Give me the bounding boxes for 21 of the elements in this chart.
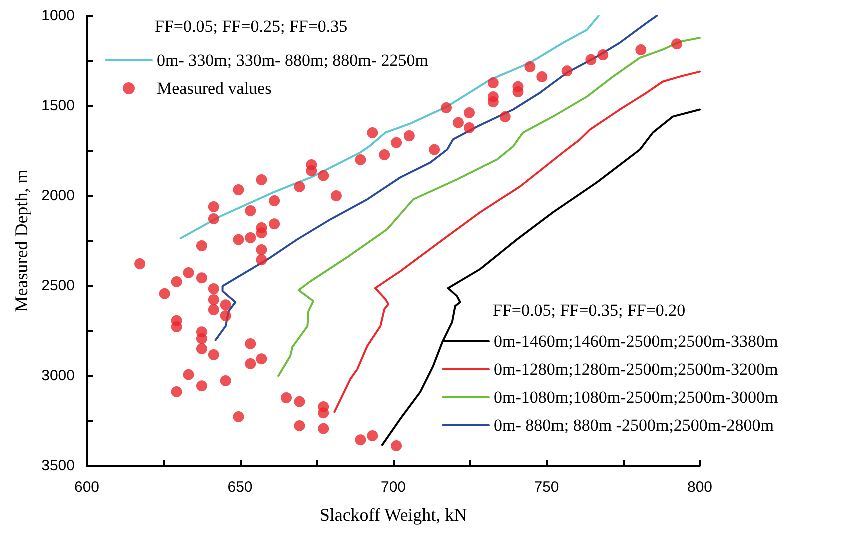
legend-label: 0m-1280m;1280m-2500m;2500m-3200m: [494, 360, 778, 379]
x-tick-label: 750: [534, 479, 560, 496]
x-tick-label: 700: [380, 479, 406, 496]
y-tick-label: 1000: [42, 8, 75, 24]
x-tick-label: 650: [228, 479, 253, 496]
y-tick-label: 2500: [42, 278, 75, 294]
legend-label: Measured values: [157, 79, 272, 98]
legend-label: 0m-1460m;1460m-2500m;2500m-3380m: [494, 332, 778, 351]
annotation: FF=0.05; FF=0.25; FF=0.35: [155, 17, 348, 36]
annotation: FF=0.05; FF=0.35; FF=0.20: [493, 301, 686, 320]
y-axis-title: Measured Depth, m: [12, 170, 32, 312]
y-tick-label: 3000: [42, 368, 75, 384]
x-tick-label: 600: [74, 479, 100, 496]
y-tick-label: 1500: [42, 98, 75, 114]
x-tick-label: 800: [687, 479, 713, 496]
y-tick-label: 2000: [42, 188, 75, 204]
legend-label: 0m- 880m; 880m -2500m;2500m-2800m: [494, 416, 774, 435]
x-axis-title: Slackoff Weight, kN: [320, 505, 468, 525]
y-tick-label: 3500: [42, 458, 75, 474]
legend-label: 0m-1080m;1080m-2500m;2500m-3000m: [494, 388, 778, 407]
legend-label: 0m- 330m; 330m- 880m; 880m- 2250m: [157, 51, 429, 70]
